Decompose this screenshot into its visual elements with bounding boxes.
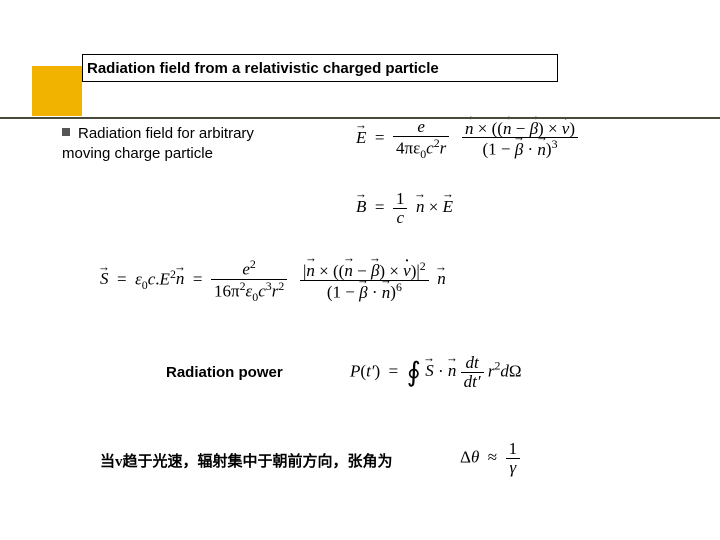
formula-B: B = 1 c n × E [356, 190, 453, 227]
frac-S-coef: e2 16π2ε0c3r2 [211, 258, 287, 303]
vec-S: S [100, 269, 109, 289]
frac-B: 1 c [393, 190, 408, 227]
bullet-line2: moving charge particle [62, 145, 213, 162]
frac-E-main: n × ((n − β) × ν) (1 − β · n)3 [462, 120, 578, 159]
frac-theta: 1 γ [506, 440, 521, 477]
oint-icon: ∮ [407, 360, 421, 384]
bullet-line1: Radiation field for arbitrary [78, 125, 254, 142]
bullet-square-icon [62, 128, 70, 136]
label-chinese: 当v趋于光速，辐射集中于朝前方向，张角为 [100, 450, 393, 471]
page-title: Radiation field from a relativistic char… [82, 54, 558, 82]
frac-S-main: |n × ((n − β) × ν)|2 (1 − β · n)6 [300, 260, 429, 302]
frac-E-coef: e 4πε0c2r [393, 118, 449, 160]
formula-theta: Δθ ≈ 1 γ [460, 440, 520, 477]
label-radiation-power: Radiation power [166, 364, 283, 381]
vec-B: B [356, 197, 366, 217]
horizontal-rule [0, 117, 720, 119]
accent-block [32, 66, 82, 116]
frac-P: dt dt′ [461, 354, 484, 391]
bullet-item: Radiation field for arbitrary moving cha… [62, 124, 332, 165]
title-text: Radiation field from a relativistic char… [87, 60, 439, 77]
formula-P: P(t′) = ∮ S · n dt dt′ r2dΩ [350, 354, 522, 391]
formula-S: S = ε0c.E2n = e2 16π2ε0c3r2 |n × ((n − β… [100, 258, 446, 303]
vec-E: E [356, 128, 366, 148]
formula-E: E = e 4πε0c2r n × ((n − β) × ν) (1 − β ·… [356, 118, 578, 160]
